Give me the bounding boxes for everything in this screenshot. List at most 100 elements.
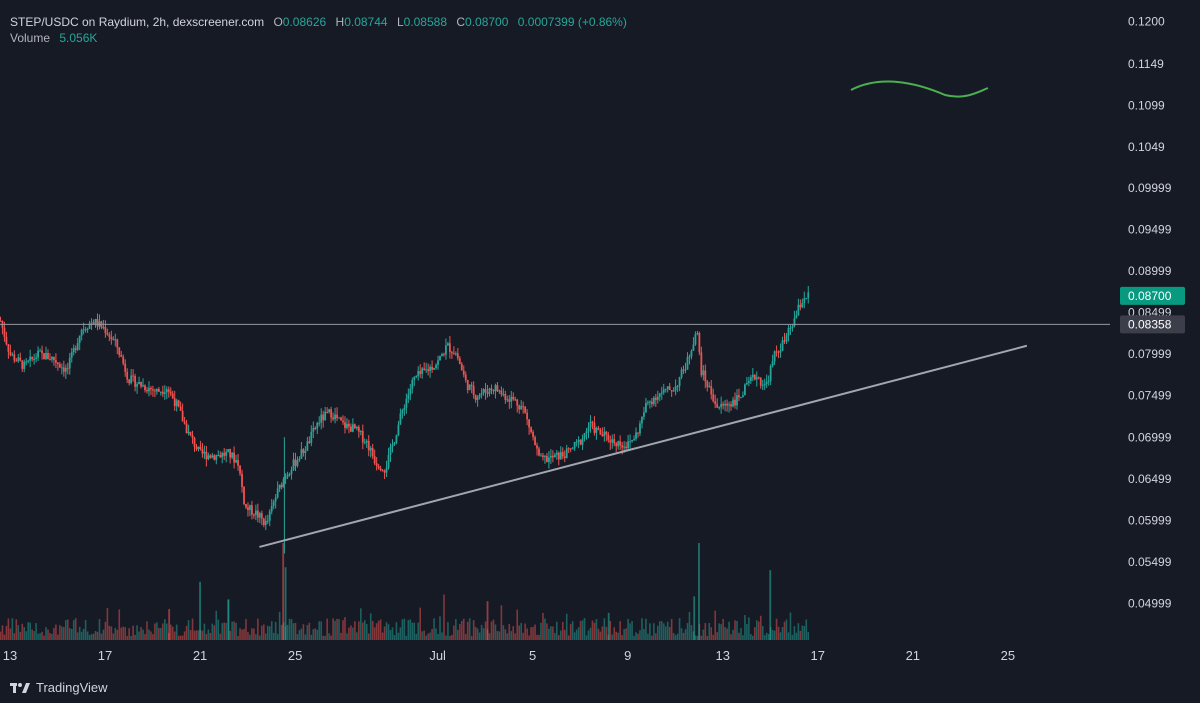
candle xyxy=(431,360,433,373)
candle xyxy=(710,379,713,400)
candle-body xyxy=(783,340,786,342)
volume-bar xyxy=(312,629,315,640)
volume-bar xyxy=(261,625,263,640)
candle xyxy=(433,367,435,370)
volume-bar xyxy=(504,629,507,640)
candle-body xyxy=(427,369,430,371)
candle xyxy=(520,400,523,410)
volume-bar xyxy=(17,625,20,640)
candle-body xyxy=(514,399,517,401)
candle-body xyxy=(241,473,243,487)
candle-body xyxy=(732,399,734,407)
time-scale[interactable]: 13 17 21 25 Jul 5 9 13 17 21 25 xyxy=(0,640,1200,670)
candle-body xyxy=(332,417,334,420)
volume-bar xyxy=(639,630,641,640)
candle xyxy=(773,350,776,365)
candle-body xyxy=(678,377,681,387)
volume-bar xyxy=(41,631,43,640)
candle xyxy=(399,408,402,425)
candle xyxy=(569,448,572,453)
curve-drawing[interactable] xyxy=(850,80,989,98)
candle-body xyxy=(276,488,279,498)
candle-body xyxy=(177,400,180,407)
volume-bar xyxy=(516,609,519,640)
candle-body xyxy=(64,367,67,372)
volume-bar xyxy=(409,619,412,640)
candle-body xyxy=(405,398,408,408)
candle xyxy=(308,436,311,444)
candle-body xyxy=(454,353,457,355)
volume-bar xyxy=(660,621,663,640)
volume-bar xyxy=(243,628,245,640)
candle-body xyxy=(684,369,687,371)
candle xyxy=(470,381,473,394)
time-tick-label: 5 xyxy=(529,648,536,663)
volume-bar xyxy=(581,620,584,640)
candle-body xyxy=(233,452,236,463)
candle xyxy=(324,406,327,421)
candle xyxy=(785,332,788,344)
volume-bar xyxy=(601,626,604,640)
candle-body xyxy=(258,513,261,518)
volume-bar xyxy=(221,623,224,640)
candle xyxy=(528,419,531,435)
candle-body xyxy=(599,429,602,435)
volume-bar xyxy=(649,623,651,640)
candle xyxy=(251,500,253,520)
candle-body xyxy=(306,441,309,451)
candle xyxy=(504,390,507,404)
volume-key: Volume xyxy=(10,31,51,45)
candle-body xyxy=(609,440,612,443)
volume-bar xyxy=(354,621,356,640)
candle-body xyxy=(193,438,196,447)
volume-bar xyxy=(367,633,370,640)
horizontal-level-badge-label: 0.08358 xyxy=(1128,317,1172,331)
volume-bar xyxy=(296,634,299,640)
candle-body xyxy=(338,417,340,419)
candle xyxy=(597,425,600,431)
volume-bar xyxy=(272,632,275,640)
volume-spike xyxy=(769,570,772,640)
volume-bar xyxy=(193,630,196,640)
candle-body xyxy=(496,385,499,392)
candle xyxy=(169,387,172,397)
trend-line[interactable] xyxy=(259,344,1028,548)
candle xyxy=(203,445,206,460)
candle-body xyxy=(23,362,26,369)
tradingview-brand[interactable]: TradingView xyxy=(10,680,108,695)
candle-body xyxy=(528,419,531,428)
volume-bar xyxy=(755,620,758,640)
volume-bar xyxy=(700,635,703,640)
volume-bar xyxy=(423,630,425,640)
candle-body xyxy=(247,507,249,511)
candle xyxy=(639,420,641,437)
candle xyxy=(359,430,362,436)
candle-body xyxy=(728,404,730,406)
candle xyxy=(334,407,336,424)
candle-body xyxy=(635,432,637,439)
candle xyxy=(239,464,241,476)
candle xyxy=(304,446,307,461)
volume-bar xyxy=(37,633,39,640)
candle-body xyxy=(371,447,374,457)
candle xyxy=(441,352,443,357)
candle-body xyxy=(211,455,214,458)
candle-body xyxy=(15,360,18,362)
volume-bar xyxy=(466,621,469,640)
candle-body xyxy=(217,455,220,457)
candle-body xyxy=(387,454,390,468)
candle-body xyxy=(534,437,536,446)
candle-body xyxy=(779,350,782,353)
volume-bar xyxy=(88,634,91,640)
volume-bar xyxy=(53,627,55,640)
volume-bar xyxy=(51,634,53,640)
volume-bar xyxy=(585,635,588,640)
candle-body xyxy=(148,387,150,392)
volume-bar xyxy=(332,618,334,640)
volume-bar xyxy=(195,630,198,640)
candle xyxy=(686,352,689,370)
candle xyxy=(264,515,267,531)
price-tick-label: 0.07499 xyxy=(1128,389,1172,403)
price-scale[interactable]: 0.1200 0.1149 0.1099 0.1049 0.09999 0.09499 0.… xyxy=(1110,0,1200,640)
price-chart[interactable] xyxy=(0,0,1110,640)
